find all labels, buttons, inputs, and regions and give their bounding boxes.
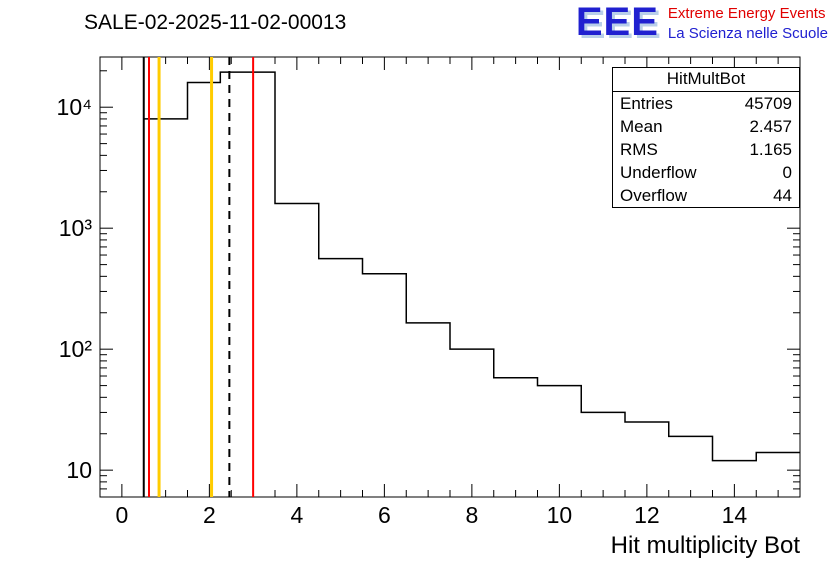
x-tick-label: 14 <box>722 502 748 528</box>
x-tick-label: 2 <box>203 502 216 528</box>
eee-logo-line1: Extreme Energy Events <box>667 5 826 22</box>
x-axis-label: Hit multiplicity Bot <box>610 532 800 559</box>
x-tick-label: 0 <box>115 502 128 528</box>
stats-rows: Entries 45709 Mean 2.457 RMS 1.165 Underflow 0 O… <box>613 92 799 207</box>
stats-row: Overflow 44 <box>613 184 799 207</box>
y-tick-label: 10 <box>66 457 92 483</box>
x-axis: 0 2 4 6 8 10 12 14 <box>115 57 779 528</box>
stats-row: Entries 45709 <box>613 92 799 115</box>
stats-box: HitMultBot Entries 45709 Mean 2.457 RMS 1.165… <box>612 67 800 208</box>
stats-row: Mean 2.457 <box>613 115 799 138</box>
stats-row-label: Underflow <box>620 163 697 182</box>
stats-row-value: 44 <box>773 186 792 205</box>
eee-logo: EEE Extreme Energy Events La Scienza nel… <box>575 0 828 44</box>
stats-row: RMS 1.165 <box>613 138 799 161</box>
y-tick-label: 10⁴ <box>57 94 92 120</box>
x-tick-label: 10 <box>547 502 573 528</box>
x-tick-label: 4 <box>290 502 303 528</box>
stats-row: Underflow 0 <box>613 161 799 184</box>
y-tick-label: 10² <box>59 336 93 362</box>
y-tick-label: 10³ <box>59 215 93 241</box>
stats-row-value: 0 <box>782 163 792 182</box>
stats-row-value: 2.457 <box>749 117 792 136</box>
stats-row-label: Mean <box>620 117 663 136</box>
stats-row-label: RMS <box>620 140 658 159</box>
x-tick-label: 8 <box>465 502 478 528</box>
eee-logo-acronym: EEE <box>575 0 659 44</box>
stats-row-value: 45709 <box>744 94 792 113</box>
stats-row-value: 1.165 <box>749 140 792 159</box>
eee-logo-line2: La Scienza nelle Scuole <box>667 24 828 42</box>
eee-logo-text: Extreme Energy Events La Scienza nelle S… <box>668 3 828 43</box>
histogram-step <box>143 71 800 497</box>
x-tick-label: 6 <box>378 502 391 528</box>
stats-row-label: Entries <box>620 94 673 113</box>
plot-title: SALE-02-2025-11-02-00013 <box>84 11 347 34</box>
y-axis: 10 10² 10³ 10⁴ <box>57 70 800 490</box>
stats-title: HitMultBot <box>613 68 799 92</box>
stats-row-label: Overflow <box>620 186 688 205</box>
x-tick-label: 12 <box>634 502 660 528</box>
